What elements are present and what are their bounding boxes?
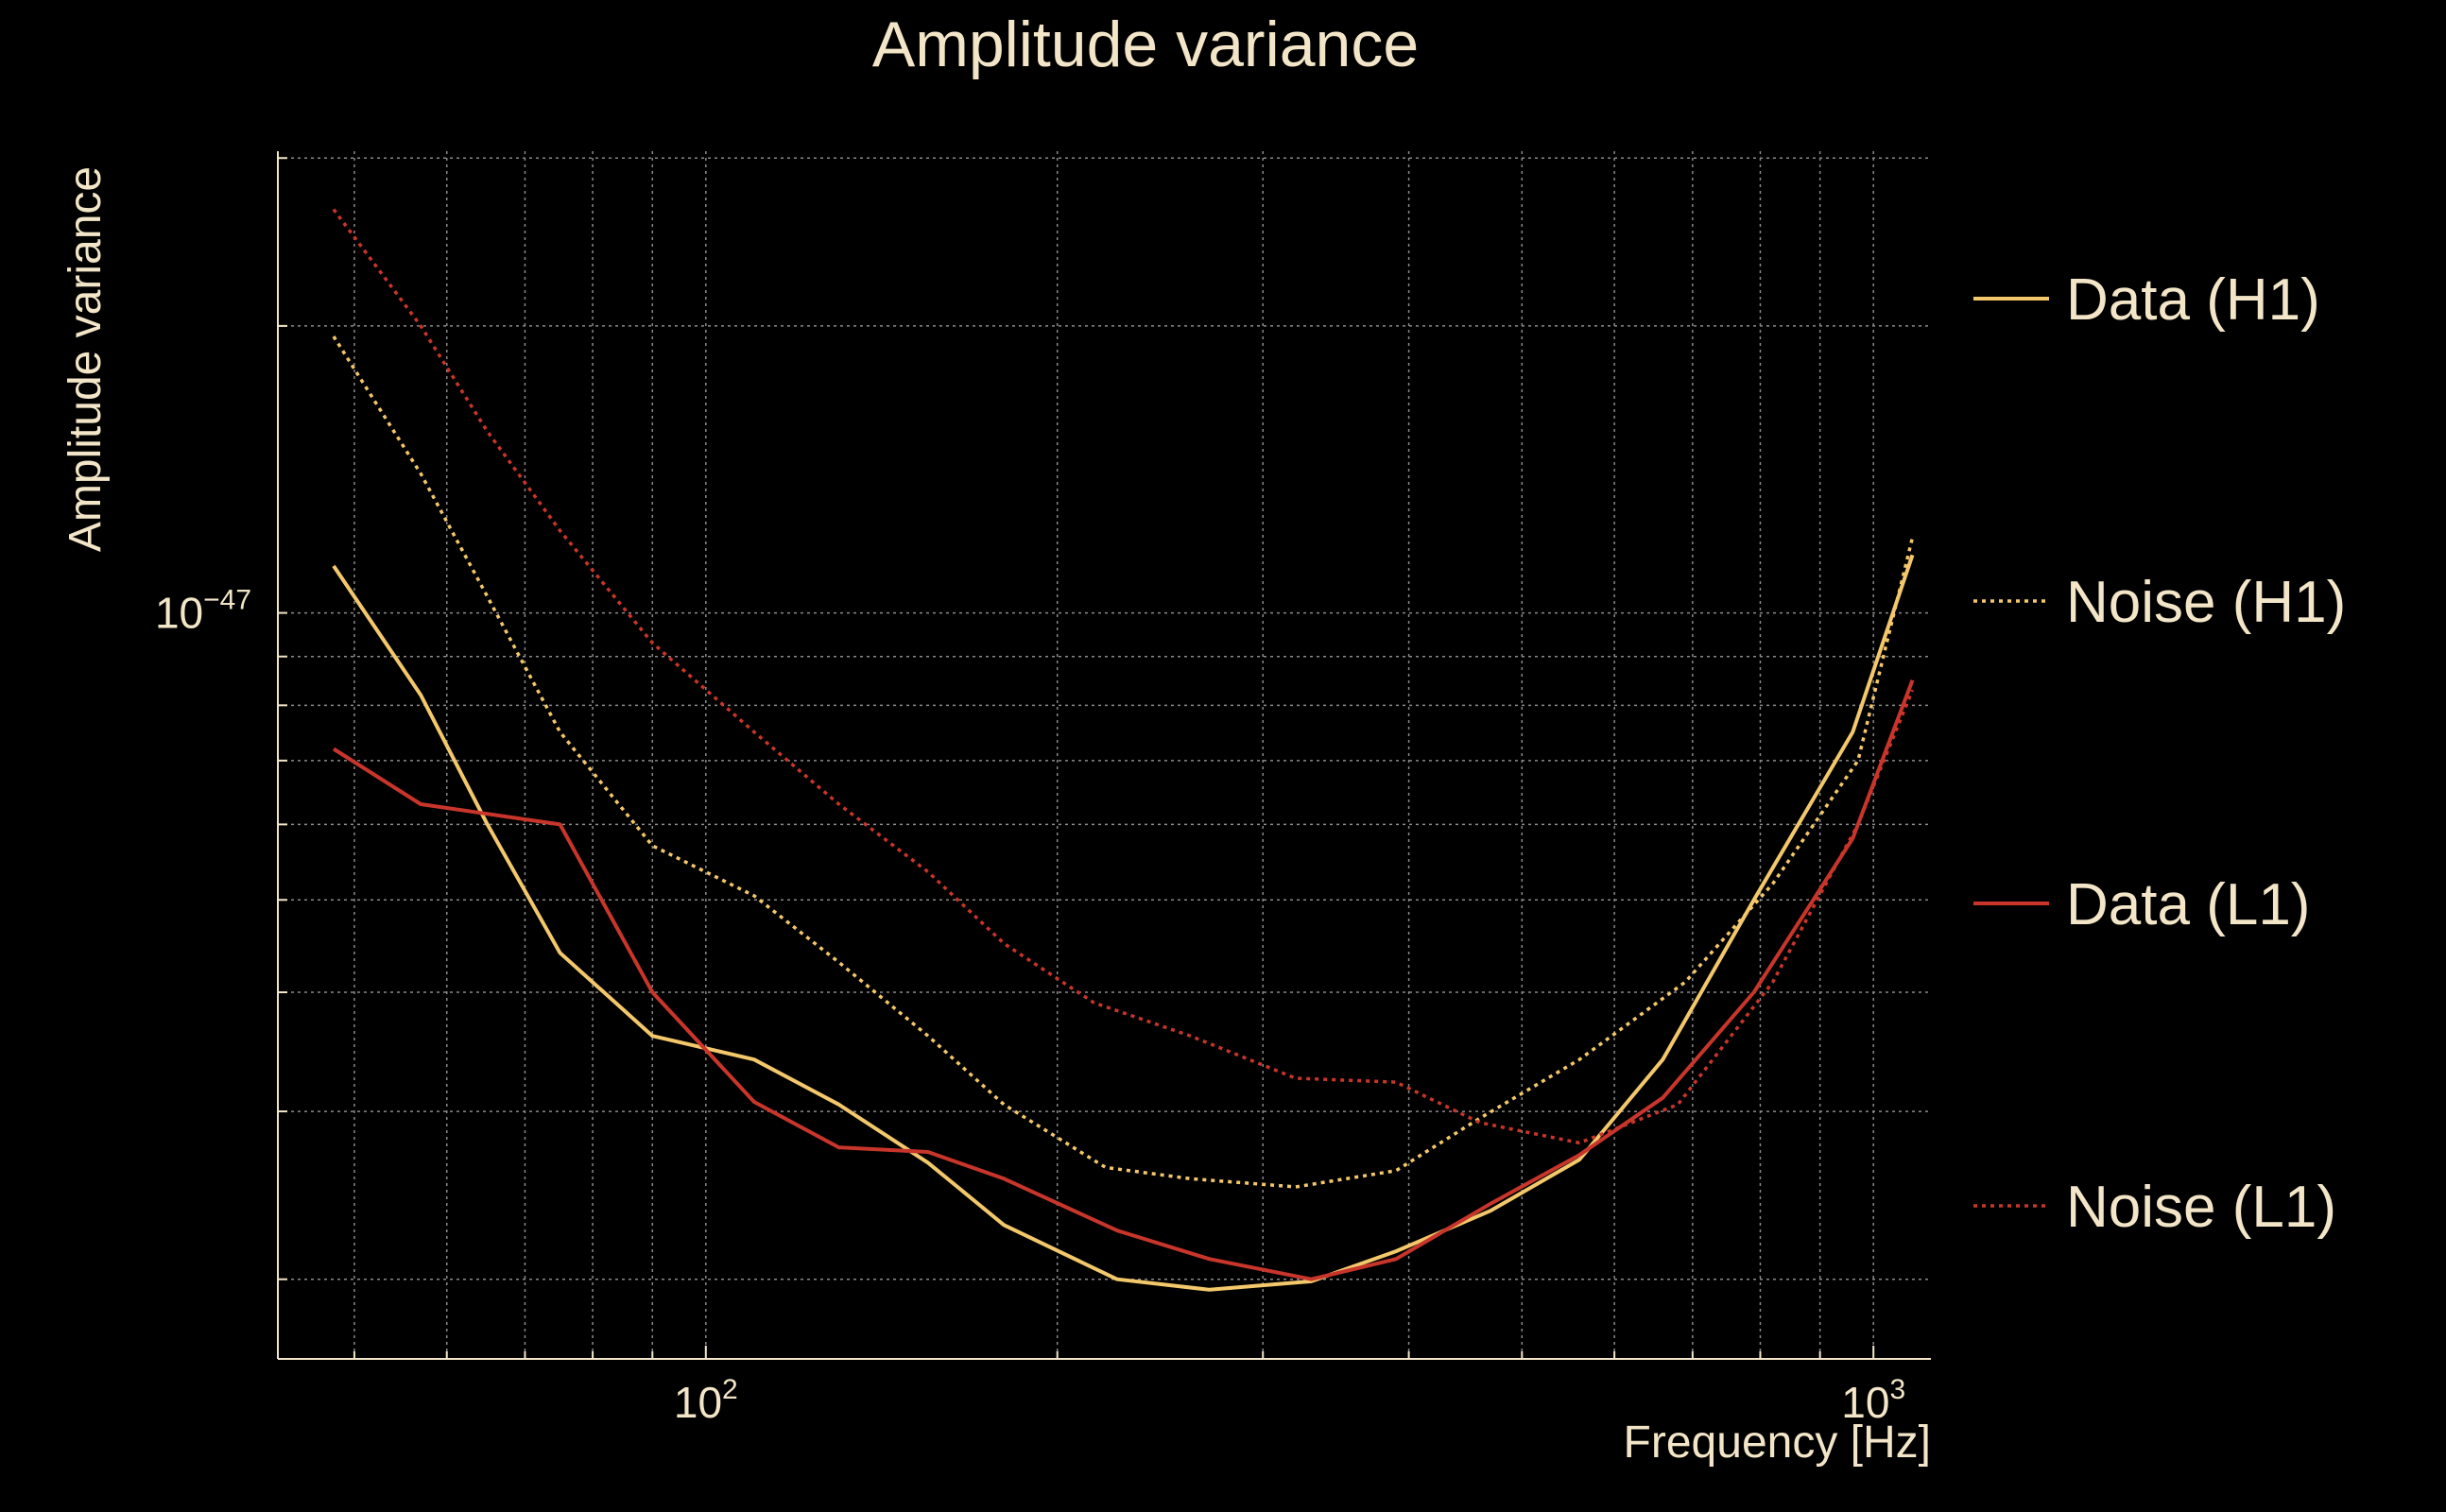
legend-label-3: Noise (L1) [2066, 1175, 2336, 1240]
y-axis-label: Amplitude variance [60, 166, 111, 552]
grid-lines [278, 151, 1931, 1359]
legend: Data (H1) Noise (H1) Data (L1) Noise (L1) [1973, 267, 2346, 1240]
chart-title: Amplitude variance [872, 9, 1419, 80]
series-line-2 [332, 679, 1915, 1281]
x-axis-label: Frequency [Hz] [1624, 1418, 1931, 1468]
tick-labels: 102 103 10−47 [155, 585, 1905, 1427]
legend-label-2: Data (L1) [2066, 872, 2310, 937]
x-tick-label-0: 102 [674, 1374, 738, 1427]
data-series [332, 208, 1915, 1292]
x-tick-label-1: 103 [1841, 1374, 1905, 1427]
axes [277, 151, 1931, 1360]
series-line-3 [332, 208, 1915, 1145]
y-tick-label-0: 10−47 [155, 585, 251, 638]
series-line-0 [332, 554, 1915, 1292]
legend-label-0: Data (H1) [2066, 267, 2320, 333]
legend-label-1: Noise (H1) [2066, 570, 2346, 635]
